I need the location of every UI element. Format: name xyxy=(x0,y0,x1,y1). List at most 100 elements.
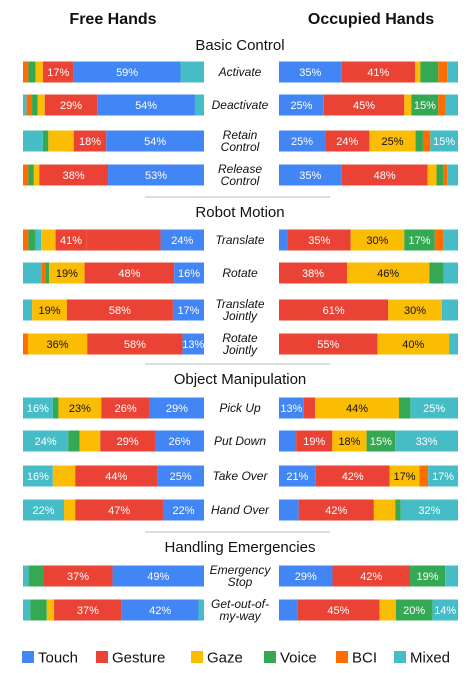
bar-segment-occupied-touch xyxy=(279,465,316,487)
bar-segment-occupied-gesture xyxy=(298,499,374,521)
bar-segment-free-voice xyxy=(28,164,34,186)
bar-segment-free-gesture xyxy=(75,499,163,521)
bar-segment-free-mixed xyxy=(23,262,42,284)
data-label: 54% xyxy=(135,100,157,112)
bar-segment-occupied-voice xyxy=(395,599,433,621)
row-label: Pick Up xyxy=(219,401,261,415)
bar-segment-free-mixed xyxy=(194,94,204,116)
data-label: 25% xyxy=(381,136,403,148)
data-label: 24% xyxy=(336,136,358,148)
bar-segment-occupied-bci xyxy=(438,94,446,116)
bar-segment-occupied-voice xyxy=(366,430,396,452)
bar-segment-occupied-touch xyxy=(279,61,342,83)
bar-segment-free-touch xyxy=(121,599,199,621)
group-title: Object Manipulation xyxy=(174,371,307,388)
data-label: 35% xyxy=(299,67,321,79)
bar-segment-free-gesture xyxy=(73,130,107,152)
bar-segment-free-gaze xyxy=(58,397,102,419)
bar-segment-occupied-bci xyxy=(434,229,444,251)
data-label: 17% xyxy=(408,235,430,247)
row-label: Get-out-of- xyxy=(211,597,269,611)
data-label: 38% xyxy=(63,170,85,182)
bar-segment-occupied-gaze xyxy=(389,465,420,487)
data-label: 58% xyxy=(124,339,146,351)
bar-segment-free-touch xyxy=(97,94,195,116)
bar-segment-free-gaze xyxy=(64,499,76,521)
data-label: 37% xyxy=(77,605,99,617)
bar-segment-free-mixed xyxy=(23,499,65,521)
data-label: 17% xyxy=(393,471,415,483)
bar-segment-occupied-touch xyxy=(279,599,298,621)
bar-segment-occupied-gaze xyxy=(332,430,367,452)
row-label: Emergency xyxy=(210,563,272,577)
legend-swatch xyxy=(394,651,406,663)
bar-segment-occupied-touch xyxy=(279,397,304,419)
row-translate: 41% 24% 35% 30% 17% Translate xyxy=(23,229,458,251)
data-label: 13% xyxy=(280,403,302,415)
bar-segment-free-gaze xyxy=(27,333,88,355)
bar-segment-free-mixed xyxy=(23,130,43,152)
legend-label: Voice xyxy=(280,650,317,667)
bar-segment-occupied-gesture xyxy=(325,130,370,152)
data-label: 16% xyxy=(27,471,49,483)
bar-segment-free-mixed xyxy=(23,430,69,452)
bar-segment-free-voice xyxy=(42,130,49,152)
bar-segment-free-gaze xyxy=(46,599,55,621)
data-label: 24% xyxy=(171,235,193,247)
data-label: 26% xyxy=(115,403,137,415)
bar-segment-free-mixed xyxy=(35,229,42,251)
row-label: Stop xyxy=(228,575,253,589)
bar-segment-occupied-touch xyxy=(279,565,333,587)
row-activate: 17% 59% 35% 41% Activate xyxy=(23,61,458,83)
bar-segment-occupied-gaze xyxy=(350,229,405,251)
bar-segment-occupied-gesture xyxy=(332,565,411,587)
data-label: 17% xyxy=(47,67,69,79)
bar-segment-occupied-touch xyxy=(279,499,299,521)
bar-segment-free-touch xyxy=(149,397,204,419)
bar-segment-occupied-voice xyxy=(395,499,401,521)
data-label: 35% xyxy=(308,235,330,247)
data-label: 38% xyxy=(302,268,324,280)
bar-segment-occupied-bci xyxy=(438,61,448,83)
legend-entry-bci: BCI xyxy=(336,650,377,667)
bar-segment-free-voice xyxy=(28,229,36,251)
legend-label: BCI xyxy=(352,650,377,667)
data-label: 59% xyxy=(116,67,138,79)
bar-segment-occupied-gesture xyxy=(296,430,333,452)
bar-segment-occupied-gesture xyxy=(315,465,390,487)
data-label: 18% xyxy=(338,436,360,448)
data-label: 22% xyxy=(172,505,194,517)
row-label: Control xyxy=(221,140,260,154)
bar-segment-occupied-mixed xyxy=(443,229,458,251)
data-label: 17% xyxy=(432,471,454,483)
data-label: 61% xyxy=(323,305,345,317)
legend-swatch xyxy=(264,651,276,663)
data-label: 45% xyxy=(353,100,375,112)
row-put-down: 24% 29% 26% 19% 18% 15% 33% Put Down xyxy=(23,430,458,452)
bar-segment-free-gesture xyxy=(39,164,109,186)
bar-segment-occupied-gaze xyxy=(388,299,442,321)
data-label: 41% xyxy=(367,67,389,79)
data-label: 15% xyxy=(433,136,455,148)
bar-segment-free-mixed xyxy=(23,599,31,621)
data-label: 24% xyxy=(35,436,57,448)
row-label: Put Down xyxy=(214,434,266,448)
bar-segment-free-voice xyxy=(32,94,38,116)
row-label: Jointly xyxy=(222,343,258,357)
bar-segment-free-mixed xyxy=(23,465,53,487)
legend-entry-gaze: Gaze xyxy=(191,650,243,667)
row-label: Deactivate xyxy=(212,98,269,112)
legend: Touch Gesture Gaze Voice BCI Mixed xyxy=(22,650,450,667)
bar-segment-occupied-voice xyxy=(420,61,439,83)
data-label: 25% xyxy=(423,403,445,415)
bar-segment-occupied-gaze xyxy=(415,61,421,83)
bar-segment-occupied-gesture xyxy=(297,599,380,621)
data-label: 33% xyxy=(416,436,438,448)
bar-segment-occupied-gaze xyxy=(427,164,437,186)
row-label: Jointly xyxy=(222,309,258,323)
bar-segment-occupied-mixed xyxy=(410,397,458,419)
bar-segment-free-bci xyxy=(23,333,28,355)
bar-segment-free-gaze xyxy=(49,262,85,284)
